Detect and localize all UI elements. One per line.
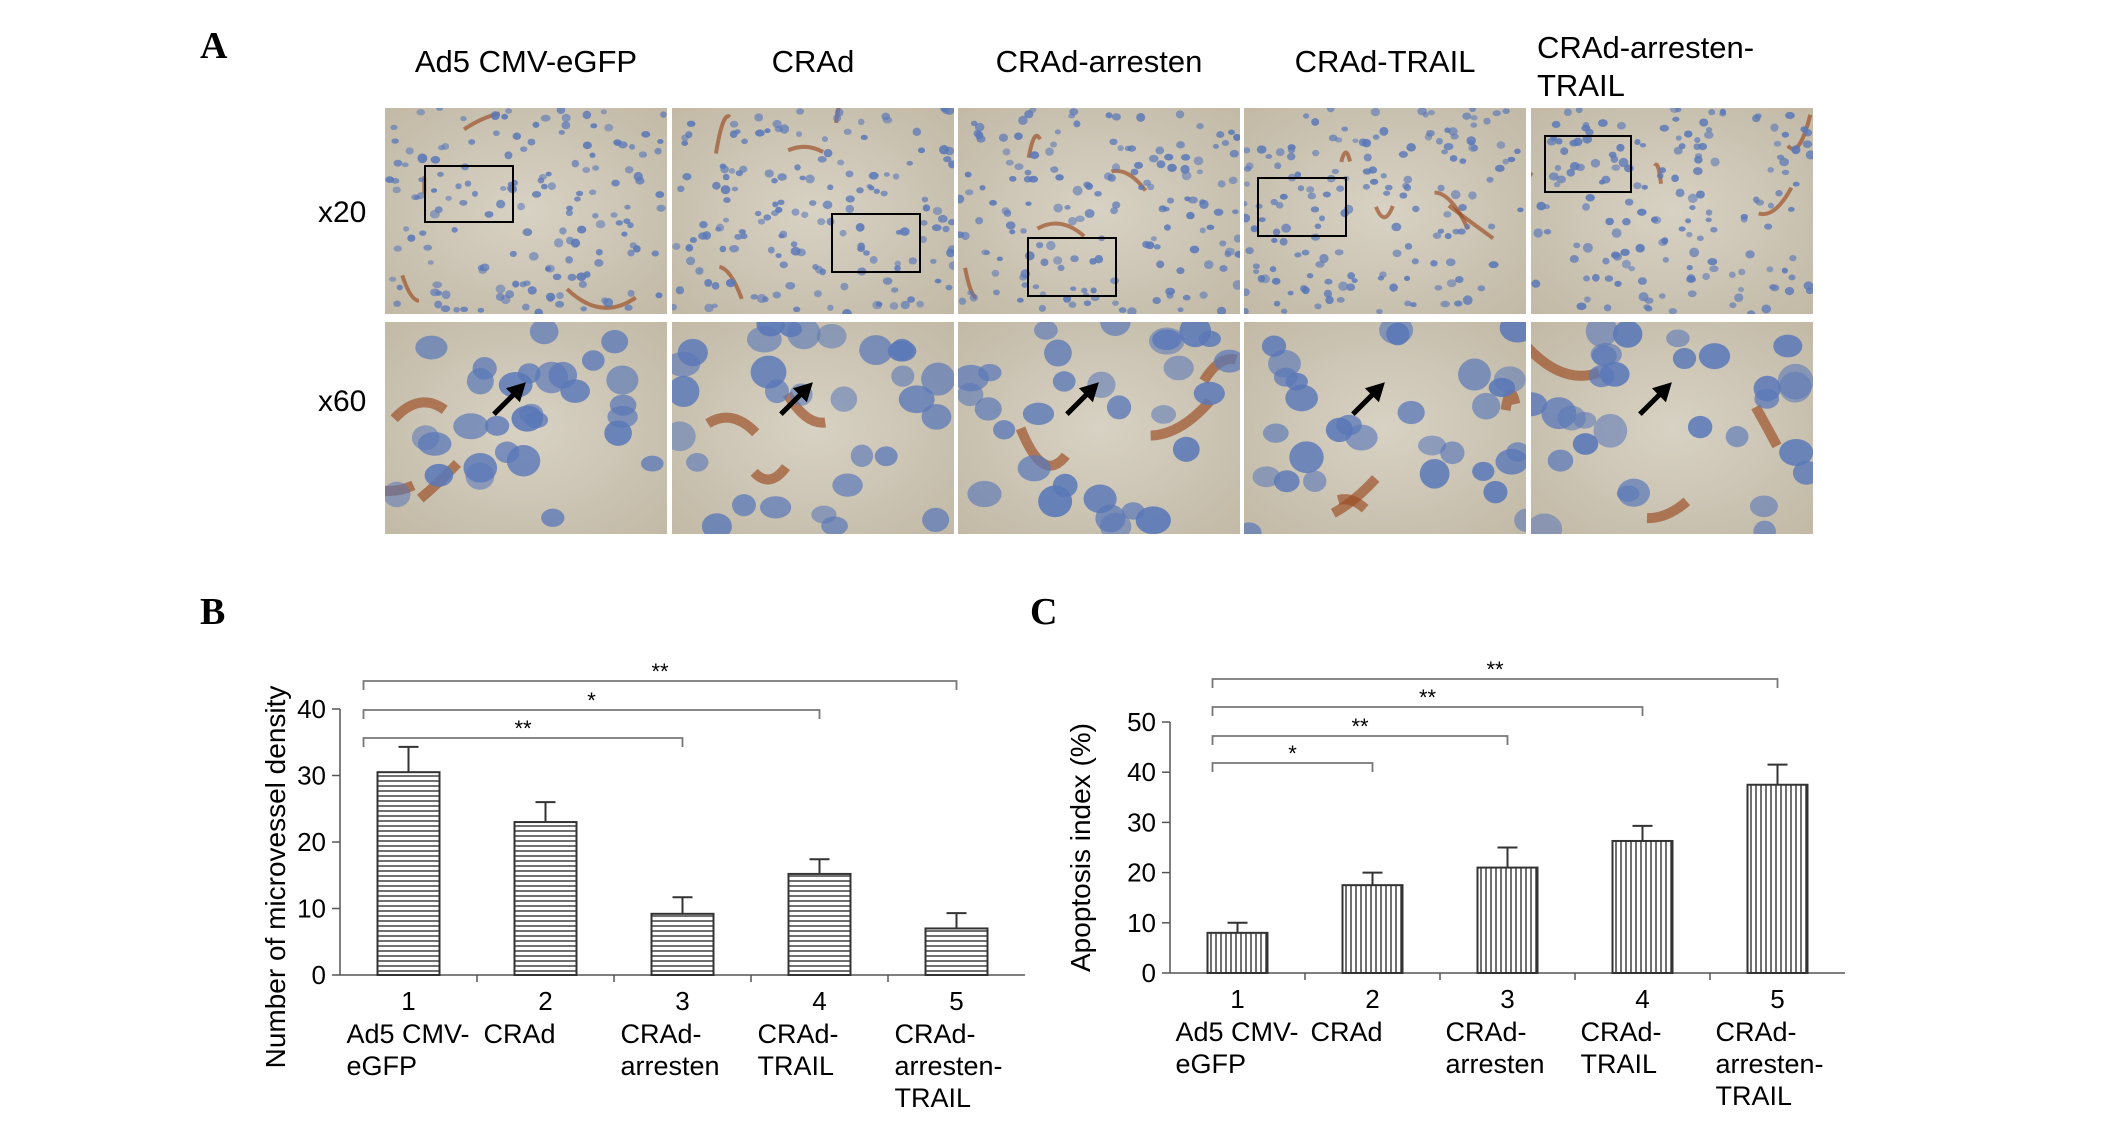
significance-bracket xyxy=(362,680,958,690)
micrograph-tile xyxy=(958,108,1240,314)
significance-marker: ** xyxy=(1486,657,1504,682)
category-label: arresten- xyxy=(895,1051,1003,1081)
category-label: eGFP xyxy=(1176,1049,1247,1079)
y-axis-label: Apoptosis index (%) xyxy=(1065,723,1096,972)
x-tick-label: 4 xyxy=(1635,984,1649,1014)
x-tick-label: 4 xyxy=(812,986,826,1016)
significance-marker: ** xyxy=(651,659,669,684)
column-title: CRAd-arresten xyxy=(996,44,1203,79)
bar xyxy=(1746,783,1809,974)
category-label: TRAIL xyxy=(895,1083,972,1113)
significance-bracket xyxy=(1211,735,1509,745)
x-tick-label: 5 xyxy=(949,986,963,1016)
column-title: TRAIL xyxy=(1537,68,1625,103)
category-label: arresten xyxy=(1446,1049,1545,1079)
significance-marker: * xyxy=(587,688,596,713)
y-tick-label: 10 xyxy=(1127,908,1156,938)
y-tick-label: 0 xyxy=(1142,958,1156,988)
category-label: CRAd xyxy=(484,1019,556,1049)
y-tick-label: 40 xyxy=(1127,757,1156,787)
x-tick-label: 5 xyxy=(1770,984,1784,1014)
category-label: CRAd- xyxy=(1716,1017,1797,1047)
significance-bracket xyxy=(1211,762,1374,772)
bar xyxy=(924,927,989,977)
y-tick-label: 10 xyxy=(297,894,326,924)
category-label: CRAd- xyxy=(621,1019,702,1049)
x-tick-label: 3 xyxy=(1500,984,1514,1014)
y-tick-label: 40 xyxy=(297,694,326,724)
bar xyxy=(513,821,578,976)
panel-b-letter: B xyxy=(200,591,225,633)
column-title: Ad5 CMV-eGFP xyxy=(415,44,637,79)
y-tick-label: 0 xyxy=(312,960,326,990)
y-tick-label: 20 xyxy=(1127,858,1156,888)
bar xyxy=(376,771,441,976)
x-tick-label: 2 xyxy=(1365,984,1379,1014)
y-tick-label: 20 xyxy=(297,827,326,857)
bar xyxy=(1206,931,1269,975)
y-tick-label: 50 xyxy=(1127,707,1156,737)
micrograph-tile xyxy=(1244,322,1526,534)
y-tick-label: 30 xyxy=(1127,807,1156,837)
significance-marker: ** xyxy=(1419,685,1437,710)
panel-a-column-titles: Ad5 CMV-eGFP CRAd CRAd-arresten CRAd-TRAIL C… xyxy=(415,30,1754,103)
bar xyxy=(1476,866,1539,975)
bar xyxy=(1611,839,1674,974)
category-label: CRAd- xyxy=(895,1019,976,1049)
category-label: TRAIL xyxy=(758,1051,835,1081)
x-tick-label: 1 xyxy=(1230,984,1244,1014)
x-tick-label: 1 xyxy=(401,986,415,1016)
category-label: CRAd- xyxy=(1446,1017,1527,1047)
category-label: CRAd xyxy=(1311,1017,1383,1047)
micrograph-tile xyxy=(958,322,1240,534)
significance-marker: * xyxy=(1288,741,1297,766)
y-axis-label: Number of microvessel density xyxy=(260,686,291,1069)
significance-marker: ** xyxy=(1351,714,1369,739)
significance-bracket xyxy=(1211,706,1644,716)
micrograph-tile xyxy=(672,108,954,314)
bar xyxy=(787,872,852,976)
x-tick-label: 2 xyxy=(538,986,552,1016)
bar xyxy=(650,912,715,977)
micrograph-tile xyxy=(672,322,954,534)
category-label: CRAd- xyxy=(758,1019,839,1049)
significance-marker: ** xyxy=(514,716,532,741)
significance-bracket xyxy=(362,737,684,747)
micrograph-tile xyxy=(385,108,667,314)
micrograph-tile xyxy=(1531,108,1813,314)
category-label: eGFP xyxy=(347,1051,418,1081)
category-label: Ad5 CMV- xyxy=(1176,1017,1299,1047)
column-title: CRAd-arresten- xyxy=(1537,30,1754,65)
bar xyxy=(1341,884,1404,975)
category-label: CRAd- xyxy=(1581,1017,1662,1047)
y-tick-label: 30 xyxy=(297,761,326,791)
panel-a: A Ad5 CMV-eGFP CRAd CRAd-arresten CRAd-TRAI… xyxy=(200,25,1813,534)
panel-c-letter: C xyxy=(1030,591,1057,633)
category-label: TRAIL xyxy=(1581,1049,1658,1079)
micrograph-tile xyxy=(1531,322,1813,534)
micrograph-tile xyxy=(1244,108,1526,314)
micrograph-tile xyxy=(385,322,667,534)
column-title: CRAd xyxy=(772,44,855,79)
significance-bracket xyxy=(1211,678,1779,688)
row-label-x60: x60 xyxy=(318,385,366,418)
x-tick-label: 3 xyxy=(675,986,689,1016)
micrograph-grid xyxy=(385,108,1813,534)
category-label: Ad5 CMV- xyxy=(347,1019,470,1049)
column-title: CRAd-TRAIL xyxy=(1295,44,1476,79)
significance-bracket xyxy=(362,709,821,719)
category-label: arresten xyxy=(621,1051,720,1081)
panel-a-letter: A xyxy=(200,25,228,67)
category-label: TRAIL xyxy=(1716,1081,1793,1111)
row-label-x20: x20 xyxy=(318,196,366,229)
category-label: arresten- xyxy=(1716,1049,1824,1079)
